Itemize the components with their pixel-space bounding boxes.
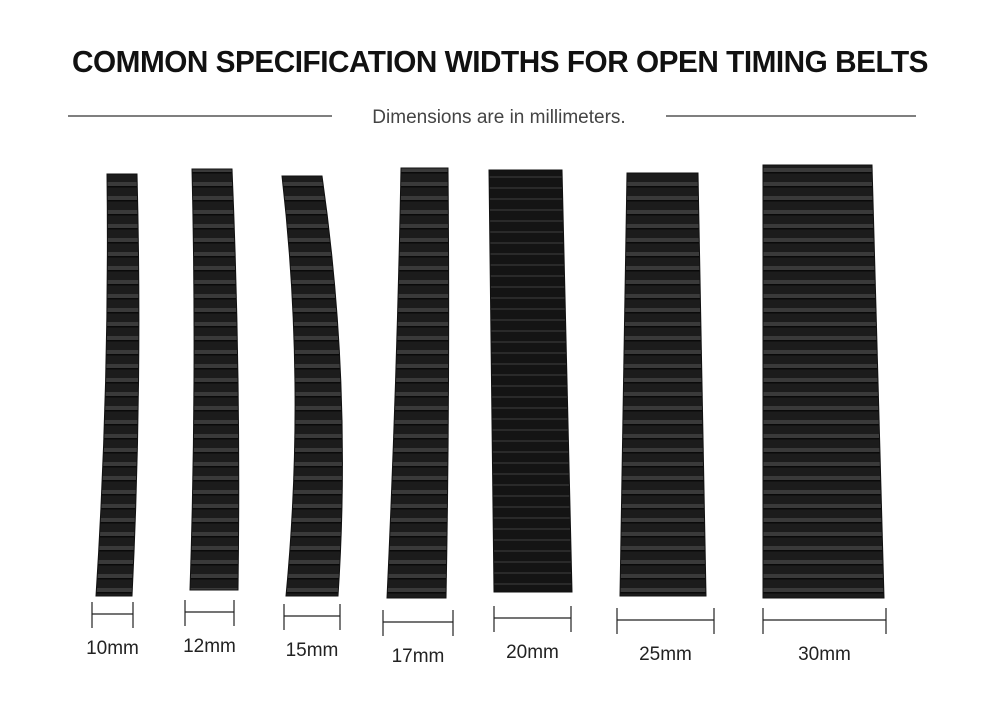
width-label: 12mm xyxy=(183,636,236,657)
title: COMMON SPECIFICATION WIDTHS FOR OPEN TIM… xyxy=(72,44,928,79)
belt xyxy=(386,167,450,599)
width-label: 10mm xyxy=(86,638,139,659)
belt xyxy=(619,172,707,597)
width-label: 20mm xyxy=(506,642,559,663)
width-label: 17mm xyxy=(392,646,445,667)
belt xyxy=(189,168,240,591)
belt xyxy=(95,173,140,597)
belt xyxy=(762,164,885,599)
width-label: 30mm xyxy=(798,644,851,665)
subtitle: Dimensions are in millimeters. xyxy=(372,107,625,128)
belts: 10mm 12mm 15mm 17mm 20mm 25mm 30mm xyxy=(86,164,887,667)
belt xyxy=(281,175,343,597)
width-label: 25mm xyxy=(639,644,692,665)
width-label: 15mm xyxy=(286,640,339,661)
belt xyxy=(488,169,573,593)
